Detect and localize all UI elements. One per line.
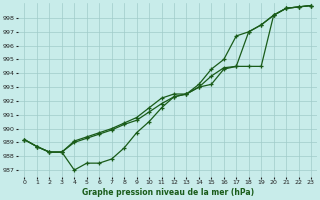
X-axis label: Graphe pression niveau de la mer (hPa): Graphe pression niveau de la mer (hPa) <box>82 188 254 197</box>
